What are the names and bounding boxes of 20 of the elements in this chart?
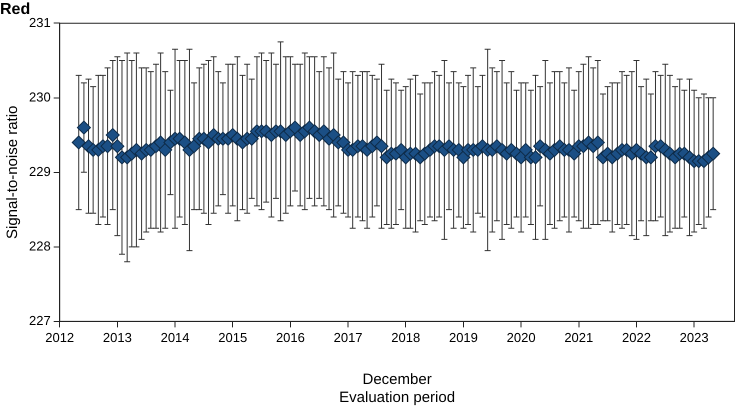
x-tick-label: 2017 (334, 330, 363, 345)
y-axis-title: Signal-to-noise ratio (4, 106, 22, 240)
x-tick-label: 2013 (102, 330, 132, 345)
x-tick-label: 2023 (680, 330, 709, 345)
x-tick-label: 2019 (448, 330, 478, 345)
x-tick-label: 2020 (506, 330, 536, 345)
x-tick-label: 2018 (391, 330, 420, 345)
y-tick-label: 231 (28, 14, 51, 30)
x-tick-label: 2014 (160, 330, 190, 345)
y-tick-label: 230 (28, 89, 51, 104)
x-tick-label: 2012 (45, 330, 74, 345)
x-tick-label: 2022 (622, 330, 651, 345)
x-tick-label: 2021 (564, 330, 594, 345)
x-tick-label: 2015 (218, 330, 248, 345)
x-tick-label: 2016 (276, 330, 305, 345)
y-tick-label: 227 (28, 312, 51, 328)
x-axis-title: December Evaluation period (339, 371, 456, 406)
chart-title: Red (0, 1, 30, 18)
y-tick-label: 229 (28, 164, 51, 179)
y-tick-label: 228 (28, 238, 51, 254)
